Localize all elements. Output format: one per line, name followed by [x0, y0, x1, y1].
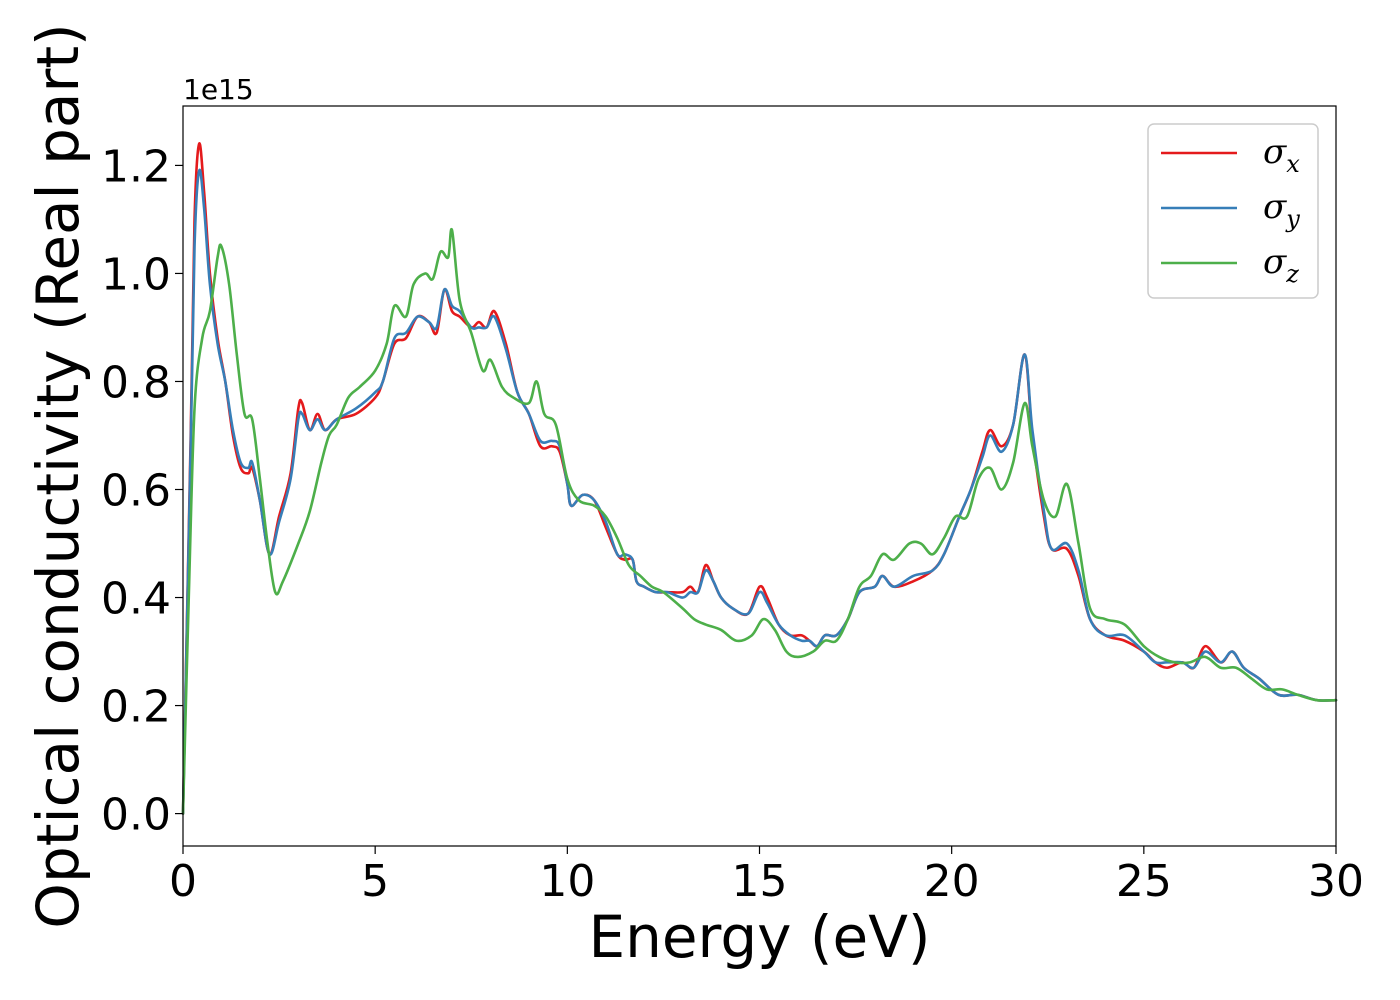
y-axis-offset-label: 1e15	[183, 73, 254, 106]
x-axis-label: Energy (eV)	[588, 903, 930, 971]
y-tick-label: 0.6	[101, 466, 171, 517]
series-line-sigma-y	[181, 168, 1338, 815]
y-tick-label: 0.2	[101, 682, 171, 733]
legend-subscript: z	[1285, 260, 1299, 288]
y-axis-label: Optical conductivity (Real part)	[24, 23, 92, 928]
y-tick-label: 0.4	[101, 574, 171, 625]
x-tick-label: 25	[1116, 856, 1172, 907]
series-layer	[181, 142, 1338, 815]
x-tick-label: 10	[539, 856, 595, 907]
x-tick-label: 15	[732, 856, 788, 907]
y-axis-ticks: 0.0 0.2 0.4 0.6 0.8 1.0 1.2	[101, 141, 183, 841]
x-tick-label: 0	[169, 856, 197, 907]
x-tick-label: 5	[361, 856, 389, 907]
y-tick-label: 0.0	[101, 790, 171, 841]
x-tick-label: 30	[1308, 856, 1364, 907]
legend-box	[1147, 123, 1319, 299]
x-tick-label: 20	[924, 856, 980, 907]
x-axis-ticks: 0 5 10 15 20 25 30	[169, 846, 1364, 907]
y-tick-label: 1.0	[101, 249, 171, 300]
legend-subscript: x	[1286, 150, 1300, 178]
y-tick-label: 1.2	[101, 141, 171, 192]
y-tick-label: 0.8	[101, 357, 171, 408]
legend-subscript: y	[1285, 205, 1300, 233]
plot-area	[183, 106, 1336, 846]
series-line-sigma-z	[181, 227, 1338, 815]
